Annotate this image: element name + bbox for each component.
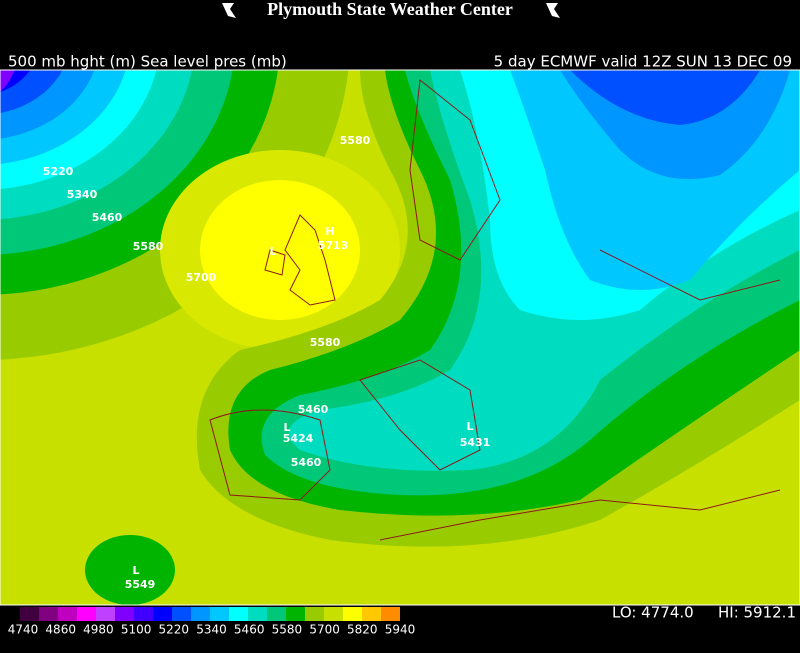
contour-label: H [325,225,334,238]
contour-label: 5460 [298,403,329,416]
colorbar-swatch [20,607,39,621]
contour-label: 5580 [340,134,371,147]
colorbar-swatch [305,607,324,621]
colorbar-tick-label: 5820 [347,623,378,637]
flag-left [222,3,236,18]
colorbar [20,607,400,621]
colorbar-tick-label: 4980 [83,623,114,637]
header-title: Plymouth State Weather Center [267,0,513,19]
colorbar-swatch [343,607,362,621]
colorbar-swatch [115,607,134,621]
low-value: LO: 4774.0 [612,604,694,622]
contour-label: 5549 [125,578,156,591]
colorbar-tick-label: 5580 [272,623,303,637]
contour-label: 5460 [92,211,123,224]
colorbar-swatch [39,607,58,621]
contour-label: 5700 [186,271,217,284]
map-border [0,69,800,606]
colorbar-tick-label: 5220 [159,623,190,637]
contour-label: 5580 [133,240,164,253]
colorbar-tick-label: 5940 [385,623,416,637]
colorbar-swatch [96,607,115,621]
contour-label: 5340 [67,188,98,201]
height-field [0,70,800,605]
colorbar-tick-label: 5700 [309,623,340,637]
contour-label: L [466,420,473,433]
contour-label: 5220 [43,165,74,178]
colorbar-tick-label: 5100 [121,623,152,637]
contour-label: 5460 [291,456,322,469]
colorbar-tick-label: 4860 [45,623,76,637]
contour-label: 5713 [318,239,349,252]
colorbar-swatch [134,607,153,621]
product-label: 500 mb hght (m) Sea level pres (mb) [8,53,287,71]
valid-time: 5 day ECMWF valid 12Z SUN 13 DEC 09 [494,53,792,71]
colorbar-swatch [362,607,381,621]
contour-label: L [269,245,276,258]
colorbar-swatch [324,607,343,621]
contour-label: L [132,564,139,577]
contour-label: 5424 [283,432,314,445]
colorbar-swatch [153,607,172,621]
colorbar-swatch [248,607,267,621]
colorbar-swatch [77,607,96,621]
colorbar-swatch [172,607,191,621]
colorbar-tick-label: 5340 [196,623,227,637]
colorbar-tick-label: 5460 [234,623,265,637]
colorbar-swatch [381,607,400,621]
contour-label: 5431 [460,436,491,449]
contour-label: 5580 [310,336,341,349]
colorbar-tick-label: 4740 [8,623,39,637]
high-value: HI: 5912.1 [718,604,796,622]
colorbar-swatch [191,607,210,621]
colorbar-swatch [210,607,229,621]
flag-right [546,3,560,18]
colorbar-swatch [267,607,286,621]
contour-label: L [283,421,290,434]
colorbar-swatch [286,607,305,621]
colorbar-swatch [229,607,248,621]
colorbar-labels: 4740 4860 4980 5100 5220 5340 5460 5580 5700 5820… [8,623,416,637]
colorbar-swatch [58,607,77,621]
contour-labels: 522053405460558057005580H5713L55805460L5… [43,134,491,591]
